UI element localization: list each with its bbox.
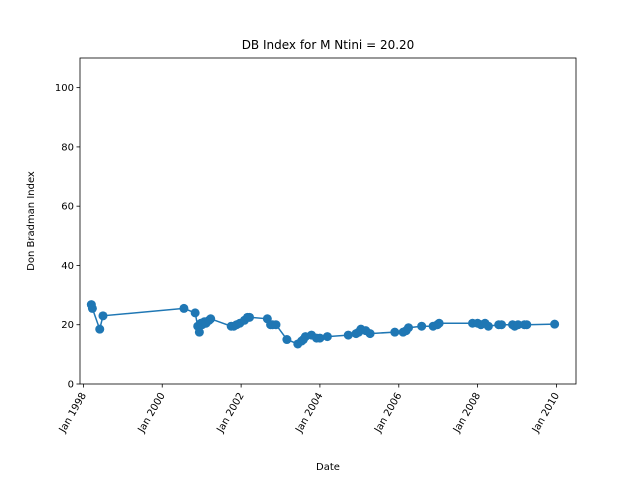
data-point — [179, 303, 189, 313]
data-point — [95, 324, 105, 334]
x-axis: Jan 1998 Jan 2000 Jan 2002 Jan 2004 Jan 2006… — [57, 384, 562, 436]
data-point — [522, 320, 532, 330]
data-point — [245, 312, 255, 322]
x-axis-label: Date — [316, 462, 340, 473]
data-point — [87, 303, 97, 313]
data-point — [404, 323, 414, 333]
data-point — [417, 321, 427, 331]
data-point — [194, 327, 204, 337]
data-point — [390, 327, 400, 337]
y-tick-label: 80 — [61, 142, 74, 153]
y-axis-label: Don Bradman Index — [26, 171, 37, 271]
data-point — [513, 320, 523, 330]
data-point — [550, 319, 560, 329]
x-tick-label: Jan 2010 — [530, 391, 562, 436]
chart-title: DB Index for M Ntini = 20.20 — [242, 38, 415, 52]
y-tick-label: 20 — [61, 320, 74, 331]
data-point — [322, 332, 332, 342]
x-tick-label: Jan 2002 — [215, 391, 247, 436]
y-tick-label: 0 — [68, 380, 74, 391]
data-point — [434, 318, 444, 328]
data-point — [315, 333, 325, 343]
data-point — [365, 329, 375, 339]
data-point — [206, 314, 216, 324]
data-point — [98, 311, 108, 321]
data-point — [190, 308, 200, 318]
series-layer — [86, 300, 560, 349]
y-tick-label: 60 — [61, 202, 74, 213]
x-tick-label: Jan 2006 — [372, 391, 404, 436]
data-point — [271, 320, 281, 330]
data-point — [483, 321, 493, 331]
x-tick-label: Jan 2000 — [136, 391, 168, 436]
y-tick-label: 100 — [55, 83, 74, 94]
plot-frame — [79, 57, 577, 385]
y-tick-label: 40 — [61, 261, 74, 272]
data-point — [343, 330, 353, 340]
data-point — [497, 320, 507, 330]
y-axis: 0 20 40 60 80 100 — [55, 83, 80, 391]
x-tick-label: Jan 2008 — [451, 391, 483, 436]
x-tick-label: Jan 1998 — [57, 391, 89, 436]
x-tick-label: Jan 2004 — [293, 391, 325, 436]
data-point — [282, 335, 292, 345]
